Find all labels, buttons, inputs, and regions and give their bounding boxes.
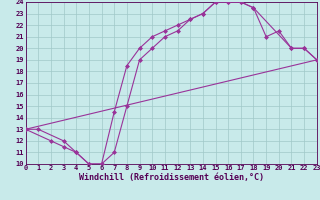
X-axis label: Windchill (Refroidissement éolien,°C): Windchill (Refroidissement éolien,°C) — [79, 173, 264, 182]
